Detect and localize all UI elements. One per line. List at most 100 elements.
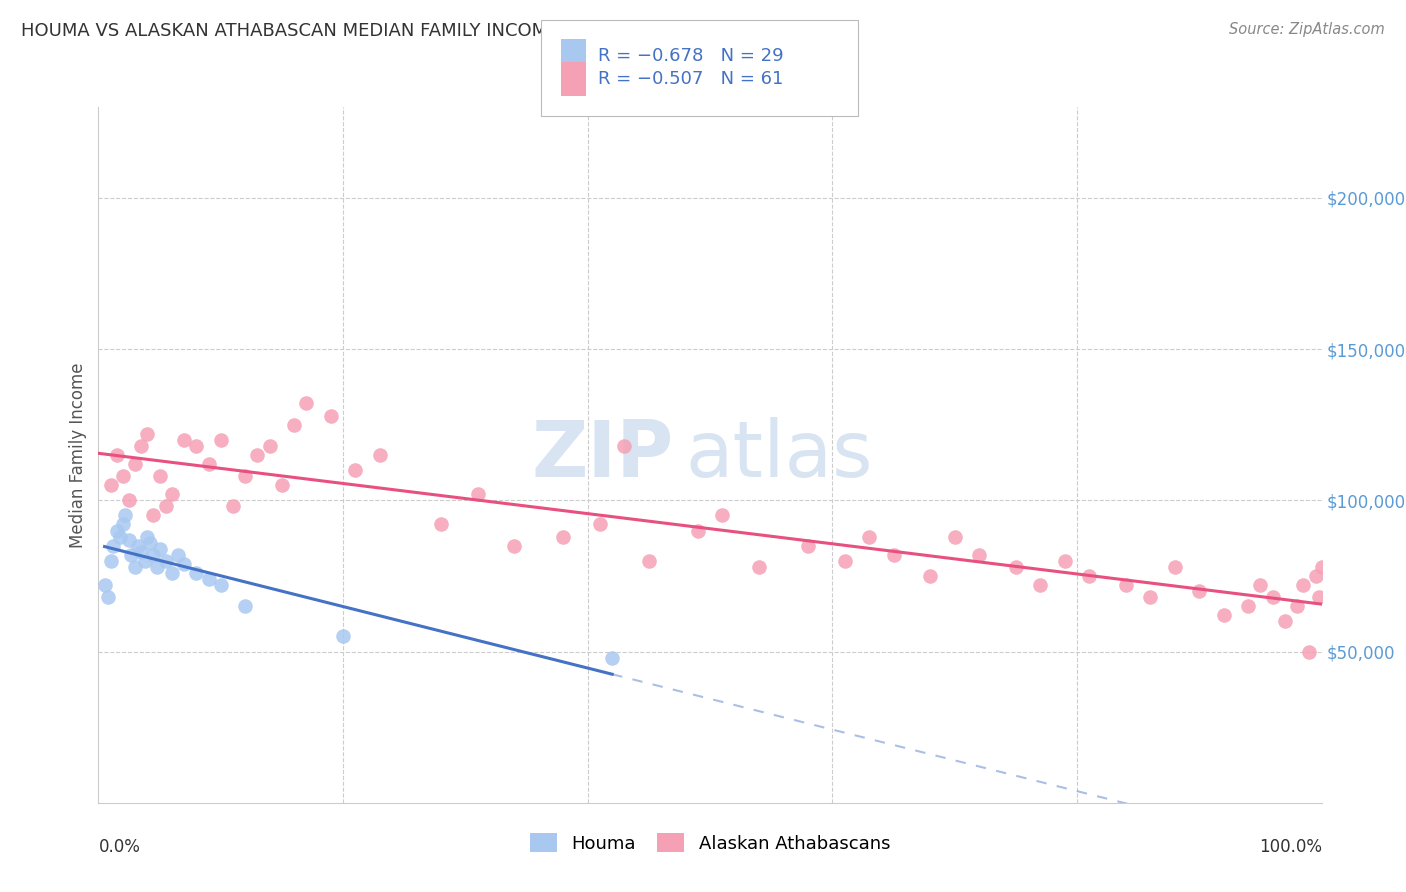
Point: [142, 548, 165, 562]
Y-axis label: Median Family Income: Median Family Income: [69, 362, 87, 548]
Text: Source: ZipAtlas.com: Source: ZipAtlas.com: [1229, 22, 1385, 37]
Point: [167, 548, 190, 562]
Point: [1292, 578, 1315, 592]
Point: [1212, 608, 1234, 623]
Point: [1286, 599, 1309, 614]
Point: [1274, 615, 1296, 629]
Point: [97, 590, 120, 604]
Point: [134, 554, 156, 568]
Point: [368, 448, 391, 462]
Point: [1310, 559, 1333, 574]
Point: [883, 548, 905, 562]
Point: [1188, 584, 1211, 599]
Point: [920, 569, 942, 583]
Point: [283, 417, 305, 432]
Point: [118, 533, 141, 547]
Point: [233, 599, 256, 614]
Point: [344, 463, 367, 477]
Point: [748, 559, 770, 574]
Point: [100, 554, 122, 568]
Point: [124, 457, 146, 471]
Point: [711, 508, 734, 523]
Point: [1237, 599, 1260, 614]
Point: [186, 439, 208, 453]
Text: ZIP: ZIP: [531, 417, 673, 493]
Point: [110, 530, 132, 544]
Point: [638, 554, 661, 568]
Point: [1139, 590, 1161, 604]
Point: [1298, 644, 1320, 658]
Point: [246, 448, 269, 462]
Point: [1053, 554, 1076, 568]
Point: [105, 448, 128, 462]
Point: [197, 457, 219, 471]
Point: [197, 572, 219, 586]
Point: [1308, 590, 1330, 604]
Point: [139, 535, 162, 549]
Text: R = −0.507   N = 61: R = −0.507 N = 61: [598, 70, 783, 88]
Point: [124, 559, 146, 574]
Text: HOUMA VS ALASKAN ATHABASCAN MEDIAN FAMILY INCOME CORRELATION CHART: HOUMA VS ALASKAN ATHABASCAN MEDIAN FAMIL…: [21, 22, 759, 40]
Point: [600, 650, 623, 665]
Point: [136, 426, 159, 441]
Point: [430, 517, 453, 532]
Point: [686, 524, 709, 538]
Point: [127, 539, 149, 553]
Point: [858, 530, 880, 544]
Point: [209, 578, 232, 592]
Point: [943, 530, 966, 544]
Legend: Houma, Alaskan Athabascans: Houma, Alaskan Athabascans: [523, 826, 897, 860]
Point: [149, 469, 172, 483]
Point: [1004, 559, 1026, 574]
Point: [1249, 578, 1271, 592]
Point: [553, 530, 575, 544]
Point: [155, 500, 177, 514]
Point: [93, 578, 115, 592]
Text: atlas: atlas: [686, 417, 873, 493]
Point: [613, 439, 636, 453]
Point: [100, 478, 122, 492]
Point: [589, 517, 612, 532]
Point: [146, 559, 169, 574]
Point: [1029, 578, 1052, 592]
Point: [467, 487, 489, 501]
Point: [1078, 569, 1101, 583]
Point: [209, 433, 232, 447]
Point: [155, 554, 177, 568]
Point: [834, 554, 856, 568]
Point: [797, 539, 820, 553]
Point: [173, 557, 195, 571]
Text: 0.0%: 0.0%: [98, 838, 141, 855]
Point: [295, 396, 318, 410]
Point: [1164, 559, 1187, 574]
Point: [105, 524, 128, 538]
Point: [259, 439, 281, 453]
Point: [1305, 569, 1327, 583]
Point: [149, 541, 172, 556]
Point: [111, 469, 134, 483]
Point: [129, 439, 152, 453]
Point: [111, 517, 134, 532]
Text: 100.0%: 100.0%: [1258, 838, 1322, 855]
Point: [332, 629, 354, 643]
Point: [136, 530, 159, 544]
Point: [1261, 590, 1284, 604]
Point: [222, 500, 245, 514]
Point: [118, 493, 141, 508]
Point: [1115, 578, 1137, 592]
Point: [319, 409, 342, 423]
Point: [186, 566, 208, 580]
Point: [120, 548, 142, 562]
Point: [233, 469, 256, 483]
Point: [142, 508, 165, 523]
Point: [114, 508, 136, 523]
Point: [503, 539, 526, 553]
Point: [270, 478, 294, 492]
Text: R = −0.678   N = 29: R = −0.678 N = 29: [598, 47, 783, 65]
Point: [129, 545, 152, 559]
Point: [160, 566, 183, 580]
Point: [160, 487, 183, 501]
Point: [967, 548, 990, 562]
Point: [173, 433, 195, 447]
Point: [101, 539, 124, 553]
